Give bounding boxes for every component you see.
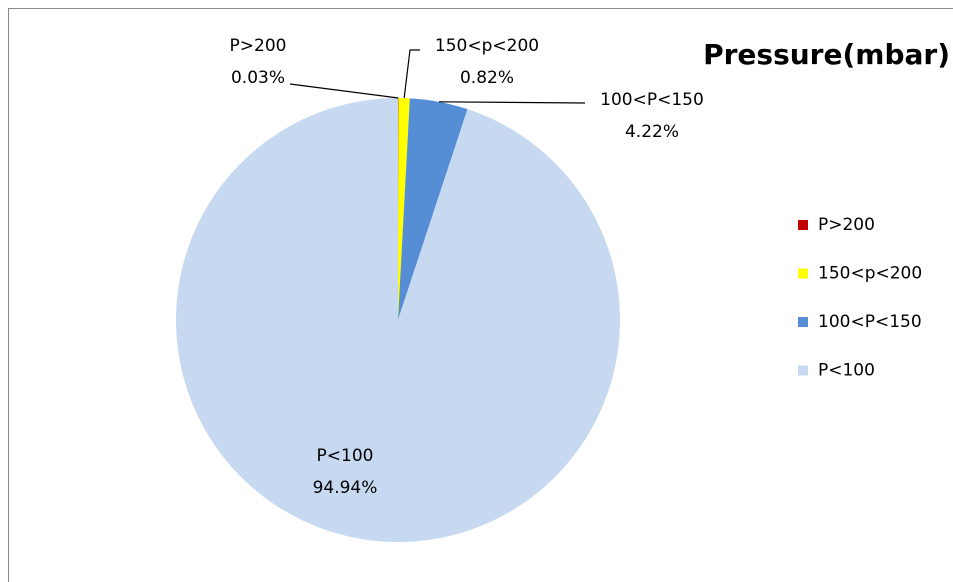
chart-title: Pressure(mbar) (703, 38, 950, 71)
leader-line (289, 83, 399, 99)
data-label-value: 4.22% (625, 122, 679, 142)
leader-line (439, 101, 586, 104)
data-label-name: P<100 (317, 446, 374, 466)
pie-slice (398, 98, 410, 320)
legend-label: 150<p<200 (818, 264, 922, 284)
legend-label: 100<P<150 (818, 312, 922, 332)
data-label-value: 0.82% (460, 68, 514, 88)
data-label-value: 94.94% (313, 478, 378, 498)
legend-label: P<100 (818, 361, 875, 381)
data-label-name: 100<P<150 (600, 90, 704, 110)
data-label-name: P>200 (230, 36, 287, 56)
data-label-value: 0.03% (231, 68, 285, 88)
legend-marker (798, 365, 808, 376)
legend-marker (798, 317, 808, 327)
data-label-name: 150<p<200 (435, 36, 539, 56)
legend-marker (798, 268, 808, 279)
pie-slice (176, 98, 620, 542)
legend-label: P>200 (818, 215, 875, 235)
leader-line (403, 49, 420, 99)
legend-marker (798, 220, 808, 230)
pie-slice (398, 98, 468, 320)
